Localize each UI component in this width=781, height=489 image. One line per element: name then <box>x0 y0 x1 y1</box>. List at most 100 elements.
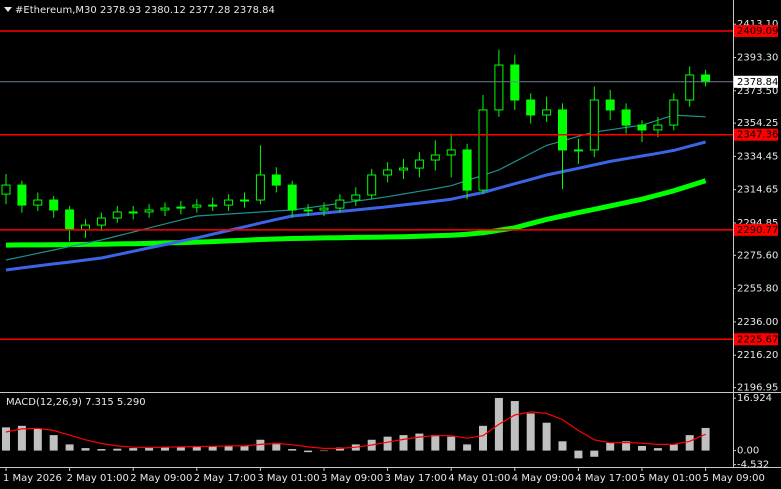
level-label-box <box>734 333 778 346</box>
candle-body <box>383 169 393 176</box>
candle-body <box>192 204 202 208</box>
candle-body <box>271 174 281 186</box>
chart-title: #Ethereum,M30 2378.93 2380.12 2377.28 23… <box>15 5 275 16</box>
candle-body <box>558 109 567 151</box>
macd-bar <box>447 436 456 451</box>
y-tick-label: -4.532 <box>737 460 769 471</box>
macd-bar <box>669 444 678 451</box>
macd-bar <box>590 450 599 457</box>
candle-body <box>367 174 377 196</box>
candle-body <box>399 167 408 171</box>
menu-arrow[interactable] <box>4 7 12 12</box>
candle-body <box>96 217 106 226</box>
macd-title: MACD(12,26,9) 7.315 5.290 <box>6 397 146 408</box>
x-tick-label: 4 May 01:00 <box>448 473 510 484</box>
macd-bar <box>129 448 138 451</box>
macd-pane: 16.924 0.00 -4.532 <box>2 393 772 471</box>
candle-body <box>494 64 504 111</box>
macd-bar <box>335 447 344 451</box>
macd-bar <box>638 445 646 451</box>
macd-bar <box>320 450 328 452</box>
y-tick-label: 2334.45 <box>737 151 778 162</box>
macd-bar <box>33 428 42 451</box>
macd-bar <box>622 441 631 451</box>
candle-body <box>462 149 472 191</box>
x-tick-label: 3 May 09:00 <box>321 473 383 484</box>
y-tick-label: 2314.65 <box>737 185 778 196</box>
level-label-box <box>734 128 778 141</box>
candle-body <box>637 124 647 131</box>
macd-bar <box>49 435 58 451</box>
macd-bar <box>574 450 583 459</box>
candle-body <box>49 199 59 211</box>
macd-bar <box>145 447 154 451</box>
macd-bar <box>606 442 615 451</box>
level-label: 2409.09 <box>737 26 778 37</box>
macd-bar <box>542 422 551 451</box>
macd-bar <box>97 449 106 451</box>
y-tick-label: 0.00 <box>737 446 759 457</box>
candle-body <box>303 209 313 212</box>
macd-bar <box>240 445 249 451</box>
y-tick-label: 16.924 <box>737 393 772 404</box>
macd-bar <box>304 450 313 453</box>
candle-body <box>653 124 663 131</box>
candle-body <box>351 194 361 201</box>
macd-bar <box>431 435 440 451</box>
macd-bar <box>256 439 265 451</box>
x-tick-label: 4 May 09:00 <box>512 473 574 484</box>
y-tick-label: 2393.30 <box>737 52 778 63</box>
candle-body <box>573 149 583 152</box>
level-label-box <box>734 24 778 37</box>
level-label: 2347.36 <box>737 130 778 141</box>
x-tick-label: 2 May 17:00 <box>194 473 256 484</box>
y-tick-label: 2294.85 <box>737 218 778 229</box>
candle-body <box>1 184 11 195</box>
macd-bar <box>399 435 408 451</box>
x-tick-label: 2 May 09:00 <box>130 473 192 484</box>
level-label: 2225.67 <box>737 334 778 345</box>
candle-body <box>112 211 122 219</box>
macd-bar <box>113 448 122 451</box>
x-tick-label: 2 May 01:00 <box>67 473 129 484</box>
macd-bar <box>479 425 487 451</box>
candle-body <box>144 209 154 213</box>
macd-bar <box>526 413 535 451</box>
candle-body <box>669 99 679 126</box>
macd-bar <box>463 444 472 451</box>
candle-body <box>287 184 297 211</box>
candle-body <box>526 99 536 116</box>
moving-average <box>5 140 706 272</box>
macd-bar <box>17 425 26 451</box>
last-price-box <box>734 75 778 88</box>
macd-bar <box>2 427 10 451</box>
candle-body <box>478 109 488 191</box>
macd-bar <box>288 449 297 451</box>
candle-body <box>510 64 520 101</box>
macd-bar <box>383 436 392 451</box>
y-tick-label: 2236.00 <box>737 317 778 328</box>
candle-body <box>685 74 695 101</box>
candle-body <box>589 99 599 151</box>
candle-body <box>17 184 27 206</box>
candle-body <box>621 109 631 126</box>
macd-bar <box>208 445 217 451</box>
y-tick-label: 2275.60 <box>737 250 778 261</box>
x-tick-label: 5 May 01:00 <box>639 473 701 484</box>
candle-body <box>430 154 440 161</box>
candle-body <box>128 211 138 214</box>
macd-bar <box>510 401 519 451</box>
x-tick-label: 5 May 09:00 <box>703 473 765 484</box>
candle-body <box>414 159 424 169</box>
macd-bar <box>701 427 710 451</box>
candle-body <box>446 149 456 156</box>
macd-bar <box>558 441 567 451</box>
macd-bar <box>81 448 90 451</box>
macd-bar <box>685 435 694 451</box>
macd-bar <box>415 433 424 451</box>
candle-body <box>208 204 218 207</box>
candle-body <box>33 199 43 206</box>
signal-line <box>5 411 706 449</box>
candle-body <box>701 74 711 83</box>
